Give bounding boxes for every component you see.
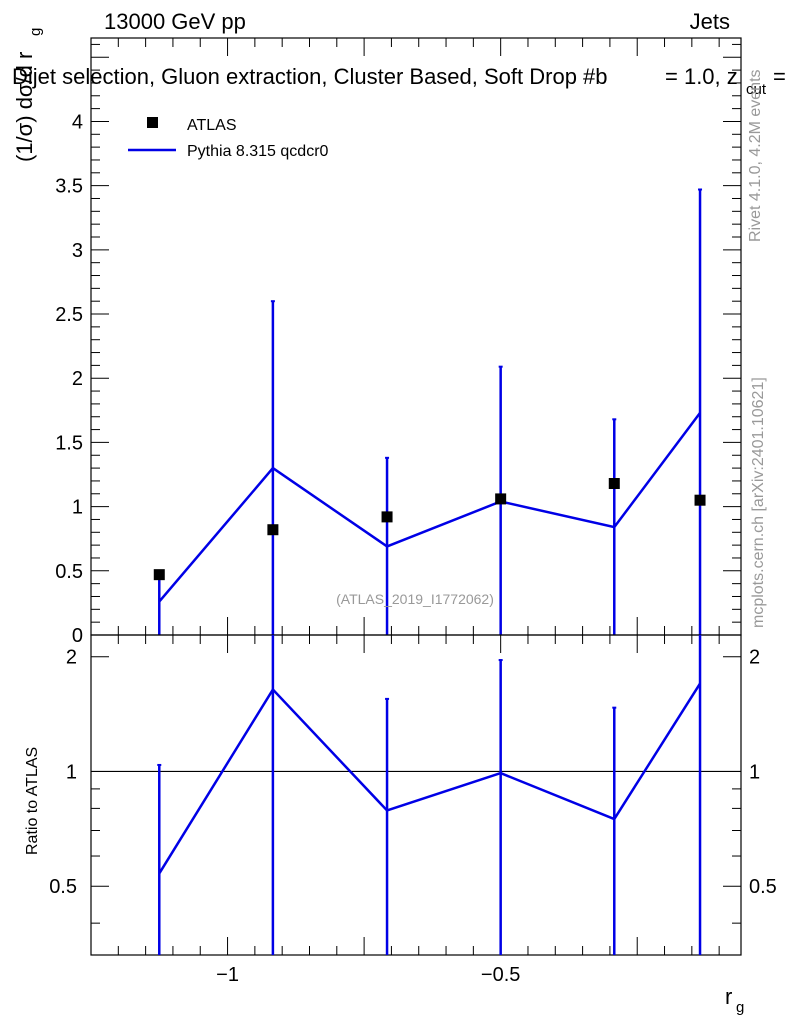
- energy-label: 13000 GeV pp: [104, 9, 246, 34]
- main-y-axis-subscript: g: [27, 28, 44, 36]
- atlas-data-point: [381, 511, 393, 523]
- main-y-tick-label: 4: [72, 111, 83, 133]
- category-label: Jets: [690, 9, 730, 34]
- ratio-y-tick-label: 0.5: [49, 876, 77, 898]
- zcut-subscript: cut: [746, 81, 767, 98]
- legend: ATLAS Pythia 8.315 qcdcr0: [128, 117, 329, 160]
- ratio-y-tick-label: 1: [66, 761, 77, 783]
- main-panel: 0 0.5 1 1.5 2 2.5 3 3.5 4: [55, 37, 742, 647]
- atlas-data-point: [608, 478, 620, 490]
- legend-pythia-label: Pythia 8.315 qcdcr0: [187, 143, 329, 160]
- atlas-data-point: [153, 569, 165, 581]
- main-y-tick-label: 3: [72, 240, 83, 262]
- ratio-pythia-line: [158, 682, 702, 875]
- atlas-data-point: [495, 493, 507, 505]
- ratio-y-tick-label: 2: [66, 647, 77, 669]
- main-y-tick-label: 3.5: [55, 176, 83, 198]
- main-y-tick-label: 0: [72, 625, 83, 647]
- atlas-data-point: [267, 524, 279, 536]
- legend-atlas-marker: [147, 117, 158, 128]
- ratio-y-tick-label-right: 2: [749, 647, 760, 669]
- mcplots-label: mcplots.cern.ch [arXiv:2401.10621]: [750, 377, 767, 628]
- ratio-frame: [90, 634, 742, 956]
- zcut-tail: =: [773, 64, 786, 89]
- pythia-line: [158, 412, 702, 603]
- main-y-axis-label: (1/σ) dσ/d r: [12, 52, 37, 162]
- ratio-y-tick-label-right: 0.5: [749, 876, 777, 898]
- analysis-tag: (ATLAS_2019_I1772062): [336, 591, 494, 607]
- ratio-y-axis-label: Ratio to ATLAS: [24, 747, 41, 855]
- ratio-y-tick-label-right: 1: [749, 761, 760, 783]
- x-axis-label: r: [725, 984, 732, 1009]
- x-tick-label: −1: [216, 964, 239, 986]
- main-y-tick-label: 2.5: [55, 304, 83, 326]
- main-y-tick-label: 2: [72, 368, 83, 390]
- main-y-tick-label: 1: [72, 497, 83, 519]
- main-y-tick-label: 0.5: [55, 561, 83, 583]
- rivet-label: Rivet 4.1.0, 4.2M events: [747, 69, 764, 242]
- x-axis-subscript: g: [736, 999, 744, 1016]
- legend-atlas-label: ATLAS: [187, 117, 237, 134]
- main-y-axis-title: (1/σ) dσ/d r g: [12, 28, 44, 162]
- beta-text: = 1.0, z: [665, 64, 738, 89]
- main-y-tick-label: 1.5: [55, 432, 83, 454]
- selection-title: Dijet selection, Gluon extraction, Clust…: [12, 64, 608, 89]
- ratio-panel: −1 −0.5 0.5 0.5 1 1 2 2: [49, 634, 777, 986]
- atlas-data-point: [694, 494, 706, 506]
- x-tick-label: −0.5: [481, 964, 520, 986]
